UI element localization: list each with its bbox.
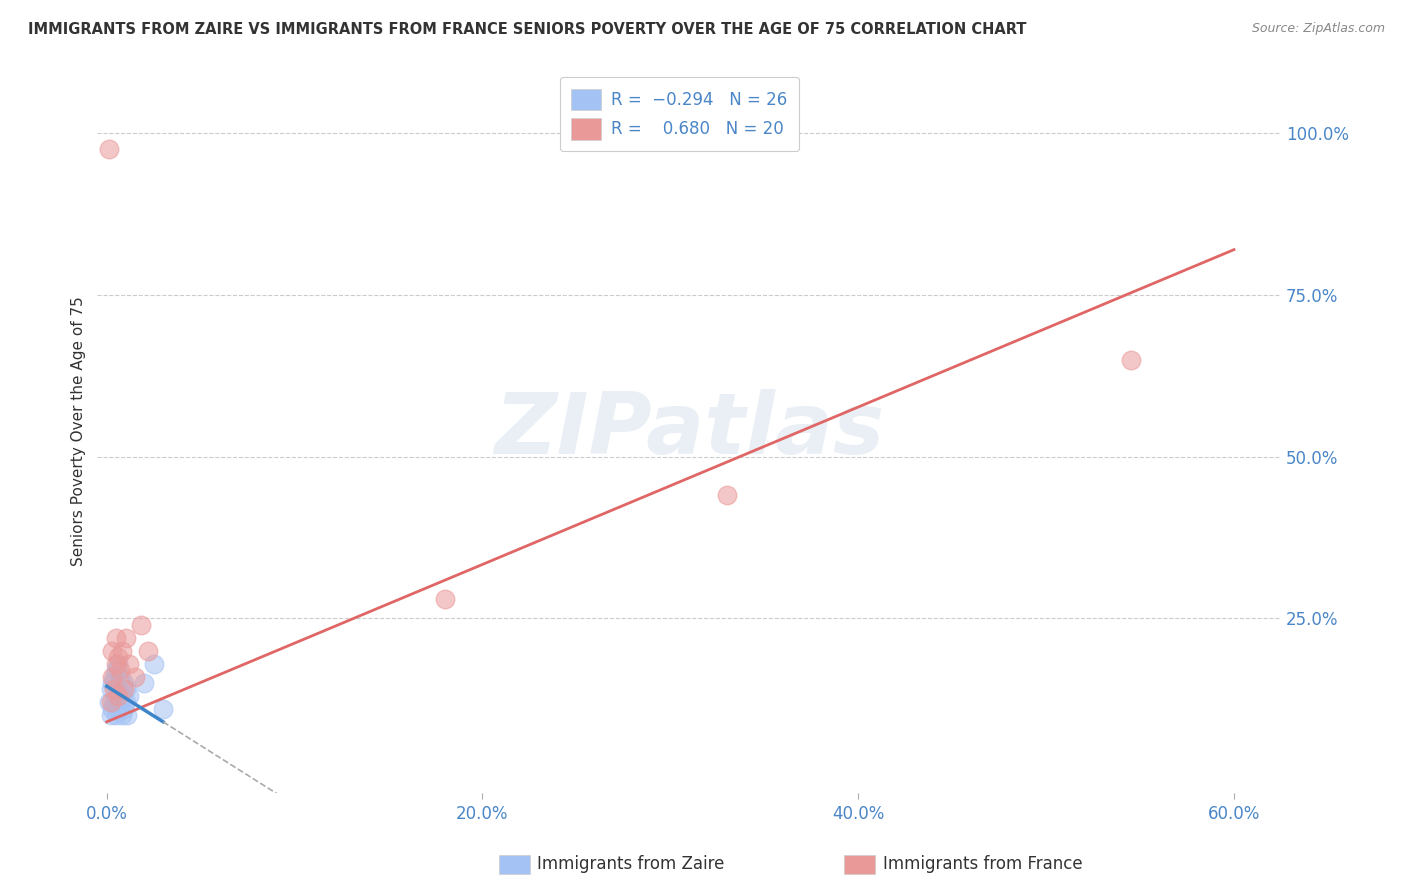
Point: [107, 702, 129, 716]
Text: Immigrants from France: Immigrants from France: [883, 855, 1083, 873]
Point: [97, 695, 120, 709]
Point: [101, 676, 124, 690]
Point: [433, 591, 456, 606]
Point: [129, 617, 152, 632]
Point: [108, 663, 131, 677]
Y-axis label: Seniors Poverty Over the Age of 75: Seniors Poverty Over the Age of 75: [72, 296, 86, 566]
Point: [101, 669, 124, 683]
Point: [112, 702, 135, 716]
Point: [103, 695, 125, 709]
Point: [111, 689, 134, 703]
Text: ZIPatlas: ZIPatlas: [494, 389, 884, 472]
Point: [152, 702, 174, 716]
Point: [117, 708, 139, 723]
Point: [100, 695, 122, 709]
Point: [100, 682, 122, 697]
Point: [107, 682, 129, 697]
Point: [716, 488, 738, 502]
Point: [103, 682, 125, 697]
Point: [112, 682, 135, 697]
Point: [136, 643, 159, 657]
Point: [114, 695, 136, 709]
Point: [105, 689, 128, 703]
Point: [107, 657, 129, 671]
Point: [111, 643, 134, 657]
Point: [1119, 352, 1142, 367]
Point: [97, 142, 120, 156]
Text: Source: ZipAtlas.com: Source: ZipAtlas.com: [1251, 22, 1385, 36]
Point: [112, 676, 135, 690]
Point: [142, 657, 165, 671]
Point: [101, 702, 124, 716]
Point: [105, 708, 128, 723]
Point: [108, 695, 131, 709]
Point: [105, 631, 128, 645]
Point: [118, 689, 141, 703]
Legend: R =  −0.294   N = 26, R =    0.680   N = 20: R = −0.294 N = 26, R = 0.680 N = 20: [560, 77, 799, 152]
Text: IMMIGRANTS FROM ZAIRE VS IMMIGRANTS FROM FRANCE SENIORS POVERTY OVER THE AGE OF : IMMIGRANTS FROM ZAIRE VS IMMIGRANTS FROM…: [28, 22, 1026, 37]
Point: [134, 676, 156, 690]
Point: [107, 650, 129, 665]
Point: [100, 708, 122, 723]
Point: [114, 631, 136, 645]
Point: [105, 663, 128, 677]
Point: [107, 689, 129, 703]
Point: [114, 682, 136, 697]
Point: [101, 643, 124, 657]
Point: [111, 708, 134, 723]
Point: [124, 669, 146, 683]
Point: [105, 657, 128, 671]
Point: [108, 669, 131, 683]
Point: [103, 669, 125, 683]
Point: [118, 657, 141, 671]
Text: Immigrants from Zaire: Immigrants from Zaire: [537, 855, 724, 873]
